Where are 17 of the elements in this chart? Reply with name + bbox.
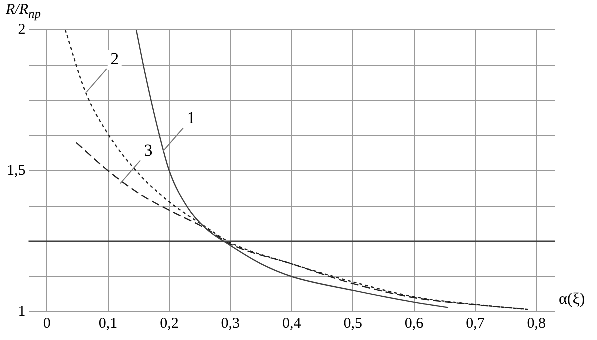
x-axis-title: α(ξ) bbox=[559, 291, 586, 308]
x-tick-label: 0,6 bbox=[404, 316, 424, 332]
annotation: 3 bbox=[144, 141, 153, 160]
x-tick-label: 0,1 bbox=[98, 316, 118, 332]
y-tick-label: 1 bbox=[18, 304, 26, 320]
x-tick-label: 0,3 bbox=[221, 316, 240, 332]
x-tick-label: 0,2 bbox=[160, 316, 179, 332]
x-tick-label: 0,4 bbox=[282, 316, 302, 332]
annotation: 2 bbox=[110, 50, 120, 69]
y-tick-label: 1,5 bbox=[7, 162, 26, 179]
x-tick-label: 0 bbox=[43, 316, 51, 332]
annotation: 1 bbox=[187, 108, 196, 128]
x-tick-label: 0,8 bbox=[527, 316, 546, 332]
x-tick-label: 0,7 bbox=[466, 316, 486, 332]
x-tick-label: 0,5 bbox=[344, 316, 362, 332]
y-tick-label: 2 bbox=[18, 22, 26, 38]
y-axis-title: R/R$_{np}$ bbox=[6, 2, 41, 22]
